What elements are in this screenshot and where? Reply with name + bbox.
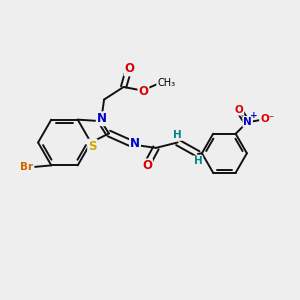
Text: O: O xyxy=(138,85,148,98)
Text: O: O xyxy=(142,159,152,172)
Text: O: O xyxy=(124,62,135,75)
Text: S: S xyxy=(88,140,97,153)
Text: N: N xyxy=(130,137,140,150)
Text: N: N xyxy=(243,117,252,127)
Text: CH₃: CH₃ xyxy=(157,78,175,88)
Text: H: H xyxy=(194,156,202,167)
Text: H: H xyxy=(173,130,182,140)
Text: Br: Br xyxy=(20,162,33,172)
Text: N: N xyxy=(97,112,107,125)
Text: O⁻: O⁻ xyxy=(260,114,274,124)
Text: O: O xyxy=(235,105,243,115)
Text: +: + xyxy=(250,111,257,120)
